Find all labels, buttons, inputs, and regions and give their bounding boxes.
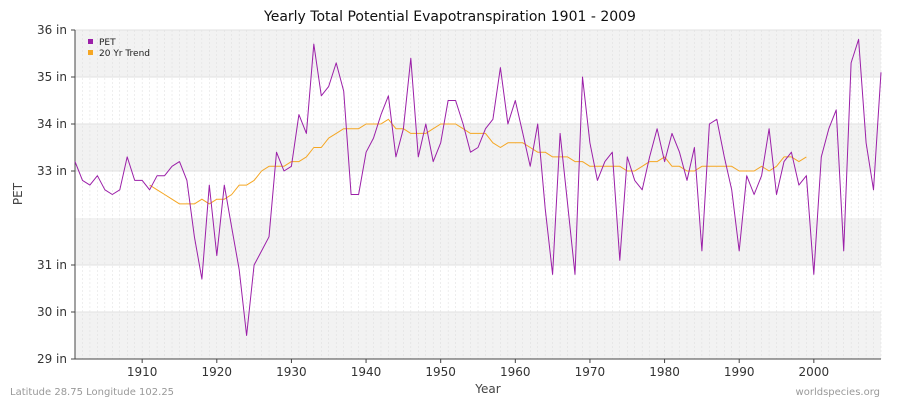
legend-label-trend: 20 Yr Trend	[99, 49, 150, 59]
y-tick-label: 34 in	[37, 117, 67, 131]
legend-swatch-pet	[88, 39, 93, 44]
plot-band	[75, 218, 881, 265]
x-tick-label: 1940	[351, 365, 382, 379]
y-axis-ticks: 29 in 30 in 31 in 33 in 34 in 35 in 36 in	[37, 23, 75, 366]
footer-location: Latitude 28.75 Longitude 102.25	[10, 387, 174, 398]
x-tick-label: 1930	[276, 365, 307, 379]
series-line-trend	[149, 118, 807, 205]
y-tick-label: 35 in	[37, 70, 67, 84]
y-tick-label: 36 in	[37, 23, 67, 37]
x-tick-label: 1950	[425, 365, 456, 379]
footer-source: worldspecies.org	[796, 387, 880, 398]
x-tick-label: 1910	[127, 365, 158, 379]
x-tick-label: 1980	[649, 365, 680, 379]
x-tick-label: 1990	[724, 365, 755, 379]
y-tick-label: 30 in	[37, 305, 67, 319]
chart-title: Yearly Total Potential Evapotranspiratio…	[263, 9, 636, 25]
legend: PET 20 Yr Trend	[88, 38, 150, 59]
x-axis-label: Year	[474, 382, 500, 396]
y-tick-label: 31 in	[37, 258, 67, 272]
legend-label-pet: PET	[99, 38, 116, 48]
y-axis-label: PET	[11, 182, 25, 205]
y-tick-label: 33 in	[37, 164, 67, 178]
x-tick-label: 1960	[500, 365, 531, 379]
x-tick-label: 1970	[575, 365, 606, 379]
plot-band	[75, 30, 881, 77]
y-tick-label: 29 in	[37, 352, 67, 366]
x-tick-label: 2000	[799, 365, 830, 379]
series-layer	[74, 38, 882, 336]
x-tick-label: 1920	[202, 365, 233, 379]
legend-swatch-trend	[88, 50, 93, 55]
series-line-pet	[74, 38, 882, 336]
grid	[74, 29, 882, 360]
x-axis-ticks: 1910 1920 1930 1940 1950 1960 1970 1980 1990 2000	[127, 359, 829, 379]
